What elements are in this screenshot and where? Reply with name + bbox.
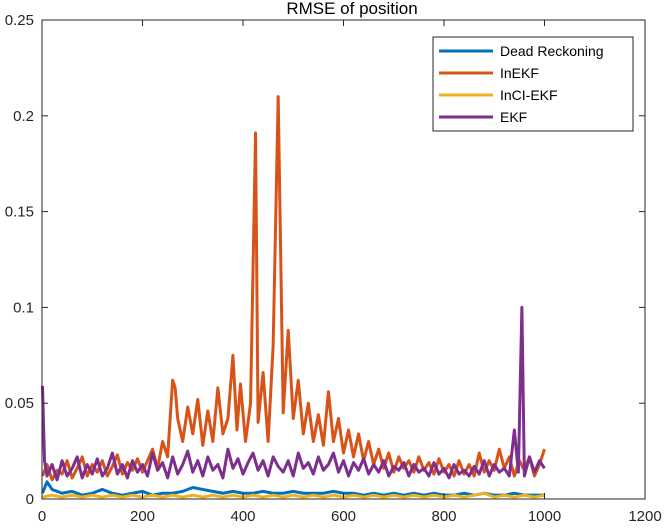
x-tick-label-4: 800 [431, 508, 456, 525]
series-line-2 [42, 491, 545, 499]
y-tick-label-3: 0.15 [5, 204, 34, 221]
y-tick-label-5: 0.25 [5, 12, 34, 29]
legend-label-2: InCI-EKF [500, 87, 558, 103]
legend-label-3: EKF [500, 109, 527, 125]
legend: Dead Reckoning InEKF InCI-EKF EKF [432, 36, 634, 132]
x-tick-label-0: 0 [38, 508, 46, 525]
chart-title: RMSE of position [286, 0, 417, 18]
series-layer [41, 95, 546, 499]
x-tick-label-1: 200 [130, 508, 155, 525]
series-line-1 [41, 95, 546, 482]
legend-label-0: Dead Reckoning [500, 43, 604, 59]
y-tick-label-1: 0.05 [5, 395, 34, 412]
series-line-3 [41, 305, 546, 482]
axes-layer: 0 200 400 600 800 1000 1200 0 0.05 0.1 0.15 0.2 0.25 [5, 12, 662, 525]
y-tick-label-0: 0 [26, 491, 34, 508]
x-tick-label-6: 1200 [628, 508, 661, 525]
series-line-0 [41, 480, 545, 497]
y-tick-label-4: 0.2 [13, 108, 34, 125]
legend-box [432, 36, 634, 132]
x-tick-label-3: 600 [331, 508, 356, 525]
y-tick-label-2: 0.1 [13, 299, 34, 316]
legend-label-1: InEKF [500, 65, 539, 81]
x-tick-label-2: 400 [230, 508, 255, 525]
x-tick-label-5: 1000 [528, 508, 561, 525]
